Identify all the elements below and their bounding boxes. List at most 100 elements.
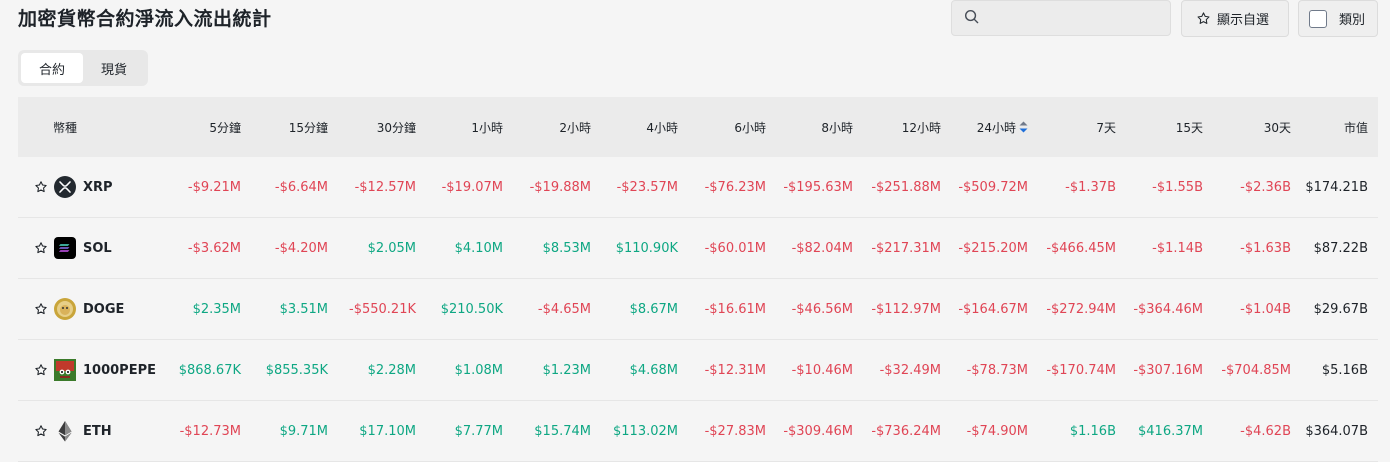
col-4h[interactable]: 4小時 — [646, 120, 678, 135]
pepe-logo-icon — [54, 359, 76, 381]
netflow-30d: -$2.36B — [1240, 179, 1291, 195]
eth-logo-icon — [54, 420, 76, 442]
col-15d[interactable]: 15天 — [1175, 120, 1203, 135]
search-input[interactable] — [987, 9, 1170, 27]
netflow-15m: -$4.20M — [274, 240, 328, 256]
col-24h[interactable]: 24小時 — [941, 119, 1028, 136]
netflow-6h: -$12.31M — [704, 362, 766, 378]
netflow-1h: $1.08M — [454, 362, 503, 378]
netflow-5m: $868.67K — [178, 362, 241, 378]
favorite-star-icon[interactable] — [34, 302, 48, 316]
market-cap: $5.16B — [1321, 362, 1368, 378]
table-row[interactable]: XRP -$9.21M -$6.64M -$12.57M -$19.07M -$19.88… — [18, 157, 1378, 218]
netflow-1h: $7.77M — [454, 423, 503, 439]
favorite-star-icon[interactable] — [34, 363, 48, 377]
netflow-12h: -$32.49M — [879, 362, 941, 378]
star-icon — [1196, 11, 1211, 26]
market-cap: $87.22B — [1313, 240, 1368, 256]
netflow-15m: $3.51M — [279, 301, 328, 317]
table-row[interactable]: DOGE $2.35M $3.51M -$550.21K $210.50K -$4.65M… — [18, 279, 1378, 340]
sol-logo-icon — [54, 237, 76, 259]
netflow-8h: -$309.46M — [783, 423, 853, 439]
netflow-12h: -$251.88M — [871, 179, 941, 195]
col-market-cap[interactable]: 市值 — [1343, 120, 1368, 135]
netflow-2h: $1.23M — [542, 362, 591, 378]
market-cap: $29.67B — [1313, 301, 1368, 317]
netflow-15m: $855.35K — [265, 362, 328, 378]
netflow-1h: -$19.07M — [441, 179, 503, 195]
favorite-star-icon[interactable] — [34, 180, 48, 194]
netflow-4h: $113.02M — [613, 423, 678, 439]
netflow-2h: $15.74M — [534, 423, 591, 439]
netflow-6h: -$16.61M — [704, 301, 766, 317]
tab-futures[interactable]: 合約 — [21, 53, 83, 83]
coin-symbol[interactable]: 1000PEPE — [83, 362, 156, 378]
category-checkbox[interactable] — [1309, 9, 1327, 28]
netflow-7d: -$1.37B — [1065, 179, 1116, 195]
netflow-7d: $1.16B — [1069, 423, 1116, 439]
show-favorites-button[interactable]: 顯示自選 — [1181, 0, 1289, 37]
table-header: 幣種 5分鐘 15分鐘 30分鐘 1小時 2小時 4小時 6小時 8小時 12小… — [18, 97, 1378, 157]
netflow-24h: -$74.90M — [966, 423, 1028, 439]
netflow-8h: -$195.63M — [783, 179, 853, 195]
netflow-4h: -$23.57M — [616, 179, 678, 195]
netflow-12h: -$736.24M — [871, 423, 941, 439]
coin-cell: DOGE — [18, 298, 158, 320]
netflow-30m: $17.10M — [359, 423, 416, 439]
netflow-4h: $4.68M — [629, 362, 678, 378]
tab-spot[interactable]: 現貨 — [100, 62, 127, 78]
netflow-5m: -$9.21M — [187, 179, 241, 195]
netflow-15d: -$364.46M — [1133, 301, 1203, 317]
netflow-6h: -$27.83M — [704, 423, 766, 439]
search-box[interactable] — [951, 0, 1171, 36]
netflow-4h: $110.90K — [615, 240, 678, 256]
netflow-24h: -$215.20M — [958, 240, 1028, 256]
netflow-30d: -$704.85M — [1221, 362, 1291, 378]
page-title: 加密貨幣合約淨流入流出統計 — [18, 8, 272, 30]
col-6h[interactable]: 6小時 — [734, 120, 766, 135]
table-row[interactable]: SOL -$3.62M -$4.20M $2.05M $4.10M $8.53M $110.… — [18, 218, 1378, 279]
col-15m[interactable]: 15分鐘 — [288, 120, 328, 135]
netflow-15d: $416.37M — [1138, 423, 1203, 439]
table-row[interactable]: ETH -$12.73M $9.71M $17.10M $7.77M $15.74M $11… — [18, 401, 1378, 462]
netflow-7d: -$272.94M — [1046, 301, 1116, 317]
col-1h[interactable]: 1小時 — [471, 120, 503, 135]
netflow-5m: -$3.62M — [187, 240, 241, 256]
col-30d[interactable]: 30天 — [1263, 120, 1291, 135]
col-5m[interactable]: 5分鐘 — [209, 120, 241, 135]
netflow-15m: -$6.64M — [274, 179, 328, 195]
netflow-12h: -$112.97M — [871, 301, 941, 317]
netflow-2h: $8.53M — [542, 240, 591, 256]
coin-symbol[interactable]: XRP — [83, 179, 113, 195]
favorite-star-icon[interactable] — [34, 424, 48, 438]
coin-cell: SOL — [18, 237, 158, 259]
netflow-15d: -$1.14B — [1152, 240, 1203, 256]
col-8h[interactable]: 8小時 — [821, 120, 853, 135]
netflow-4h: $8.67M — [629, 301, 678, 317]
netflow-30m: -$12.57M — [354, 179, 416, 195]
netflow-30d: -$1.04B — [1240, 301, 1291, 317]
coin-symbol[interactable]: DOGE — [83, 301, 125, 317]
doge-logo-icon — [54, 298, 76, 320]
netflow-8h: -$46.56M — [791, 301, 853, 317]
col-30m[interactable]: 30分鐘 — [376, 120, 416, 135]
col-12h[interactable]: 12小時 — [901, 120, 941, 135]
favorite-star-icon[interactable] — [34, 241, 48, 255]
netflow-30d: -$4.62B — [1240, 423, 1291, 439]
netflow-1h: $210.50K — [440, 301, 503, 317]
col-7d[interactable]: 7天 — [1096, 120, 1116, 135]
netflow-30m: $2.05M — [367, 240, 416, 256]
category-label: 類別 — [1339, 13, 1366, 28]
flow-table: 幣種 5分鐘 15分鐘 30分鐘 1小時 2小時 4小時 6小時 8小時 12小… — [18, 97, 1378, 462]
xrp-logo-icon — [54, 176, 76, 198]
netflow-15d: -$307.16M — [1133, 362, 1203, 378]
col-2h[interactable]: 2小時 — [559, 120, 591, 135]
coin-symbol[interactable]: SOL — [83, 240, 112, 256]
netflow-30m: $2.28M — [367, 362, 416, 378]
coin-symbol[interactable]: ETH — [83, 423, 112, 439]
category-filter[interactable]: 類別 — [1298, 0, 1378, 37]
netflow-7d: -$466.45M — [1046, 240, 1116, 256]
netflow-15m: $9.71M — [279, 423, 328, 439]
col-coin[interactable]: 幣種 — [53, 120, 78, 135]
table-row[interactable]: 1000PEPE $868.67K $855.35K $2.28M $1.08M $1.2… — [18, 340, 1378, 401]
